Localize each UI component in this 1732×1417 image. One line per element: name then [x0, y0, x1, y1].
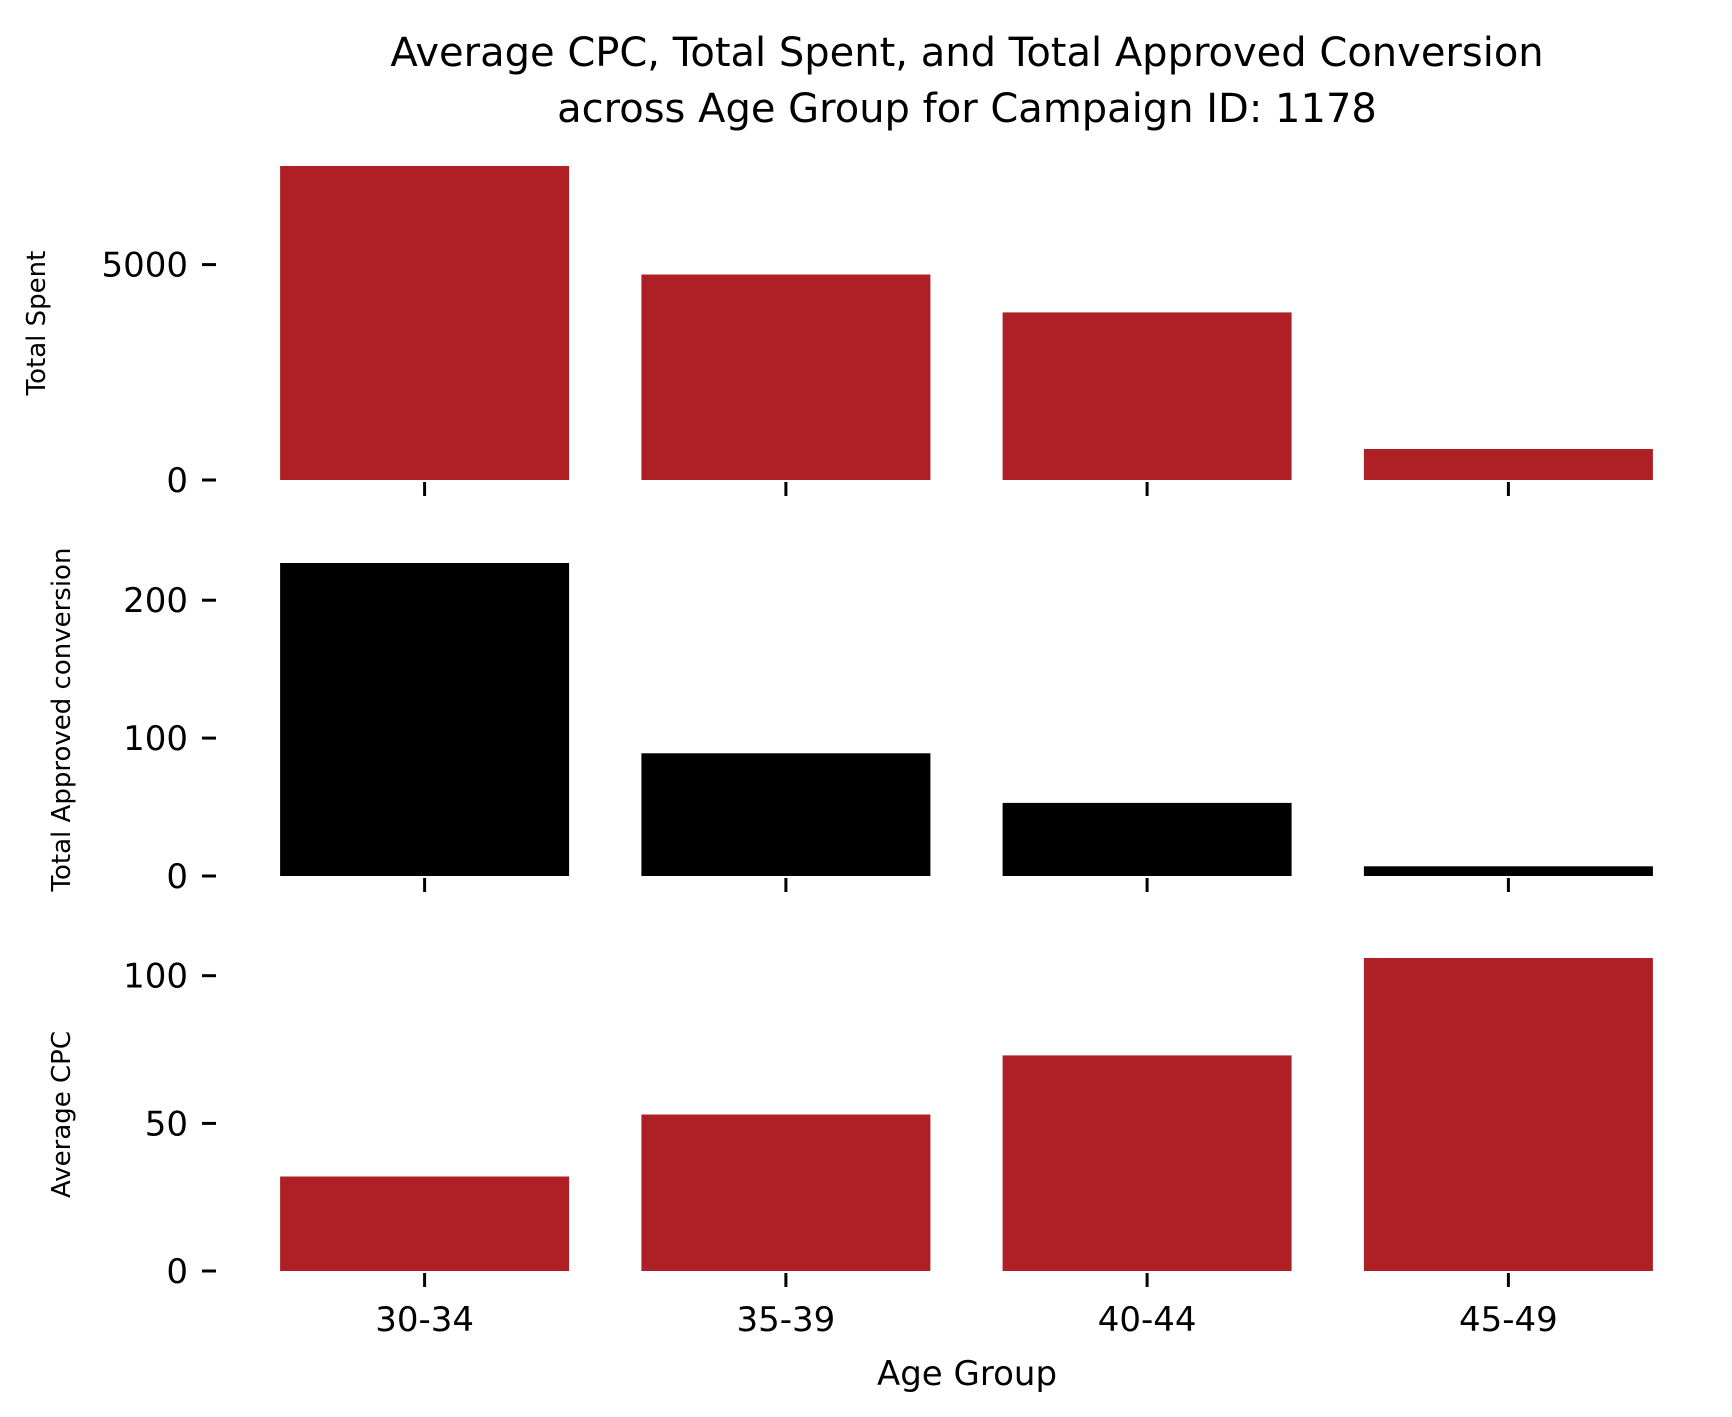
ytick-label-2-200: 200	[123, 581, 188, 621]
chart-title-line-2: across Age Group for Campaign ID: 1178	[557, 86, 1377, 132]
bar-1-45-49	[1363, 449, 1653, 480]
bar-1-40-44	[1002, 312, 1292, 480]
y-axis-label-2: Total Approved conversion	[47, 548, 77, 893]
bar-2-30-34	[280, 563, 570, 876]
bar-3-35-39	[641, 1114, 931, 1271]
ytick-label-2-100: 100	[123, 719, 188, 759]
plot-area: 0 5000 Total Spent 0 100 200 Total Approved co…	[22, 166, 1653, 1340]
xtick-label-45-49: 45-49	[1459, 1300, 1558, 1340]
ytick-label-1-5000: 5000	[101, 246, 188, 286]
y-axis-label-3: Average CPC	[47, 1031, 77, 1198]
ytick-label-3-100: 100	[123, 957, 188, 997]
x-axis-label: Age Group	[877, 1354, 1057, 1394]
y-axis-label-1: Total Spent	[22, 251, 52, 397]
ytick-label-3-0: 0	[166, 1252, 188, 1292]
bar-1-30-34	[280, 166, 570, 480]
xtick-label-35-39: 35-39	[737, 1300, 836, 1340]
bar-3-30-34	[280, 1176, 570, 1271]
bar-1-35-39	[641, 274, 931, 480]
ytick-label-1-0: 0	[166, 461, 188, 501]
chart-title-line-1: Average CPC, Total Spent, and Total Appr…	[390, 30, 1543, 76]
bar-3-45-49	[1363, 958, 1653, 1271]
ytick-label-3-50: 50	[145, 1104, 188, 1144]
ytick-label-2-0: 0	[166, 857, 188, 897]
bar-3-40-44	[1002, 1055, 1292, 1271]
xtick-label-40-44: 40-44	[1098, 1300, 1197, 1340]
xtick-label-30-34: 30-34	[375, 1300, 474, 1340]
bar-2-35-39	[641, 753, 931, 876]
bar-2-40-44	[1002, 802, 1292, 876]
bar-2-45-49	[1363, 866, 1653, 876]
